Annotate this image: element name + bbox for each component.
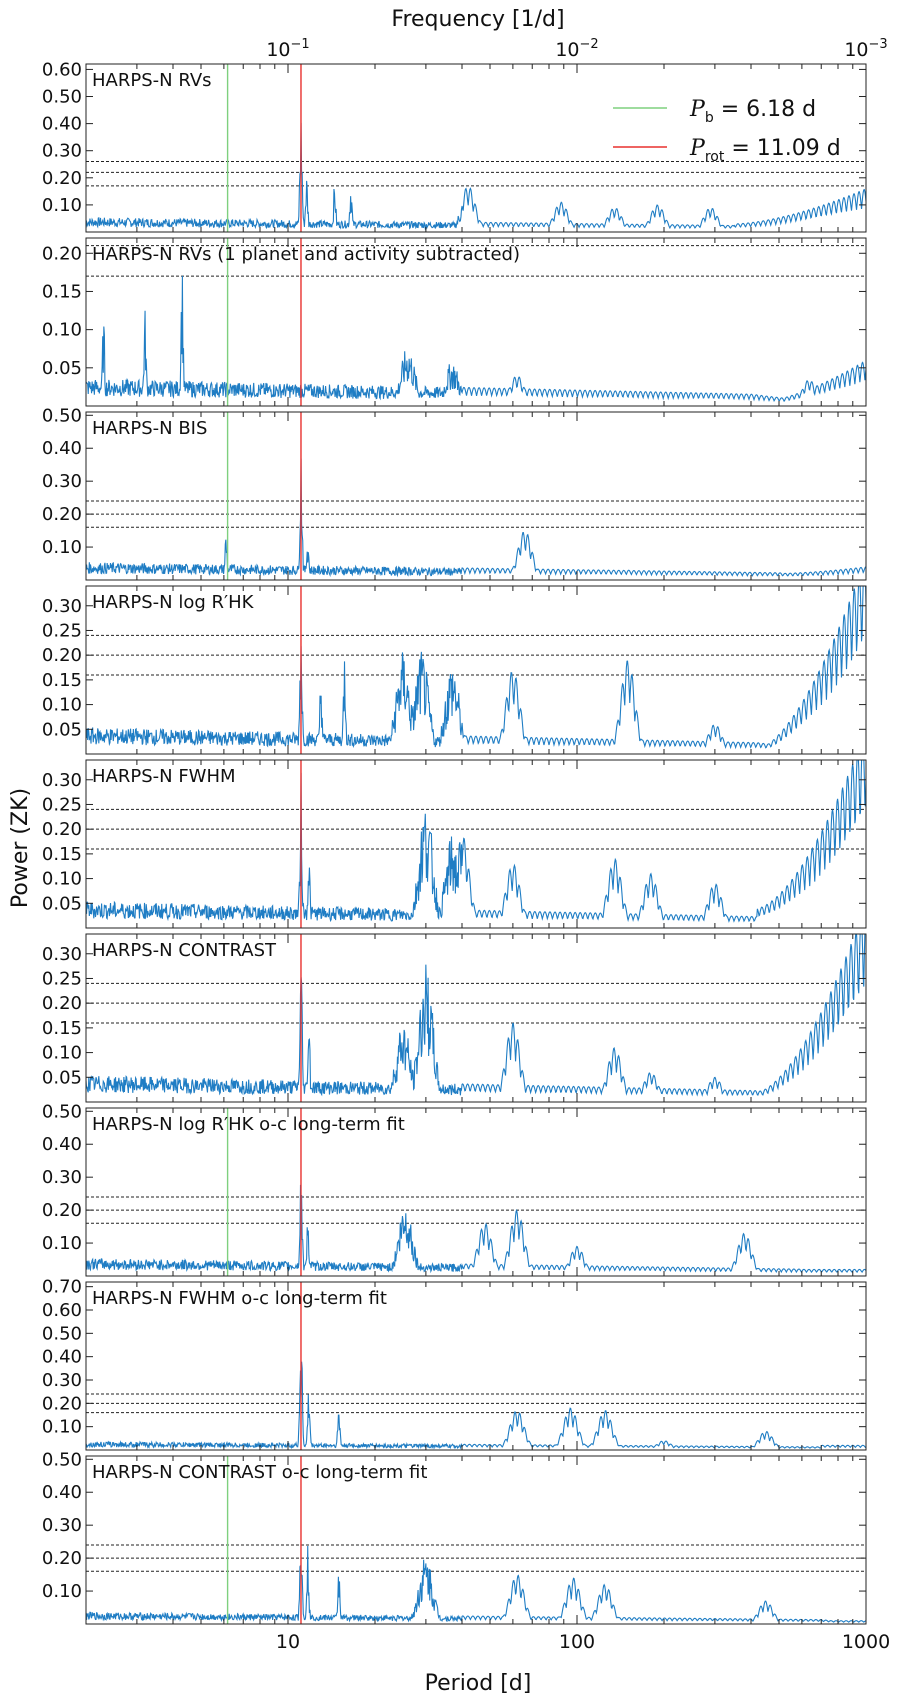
y-tick-label: 0.10 — [42, 1581, 82, 1602]
y-tick-label: 0.40 — [42, 1482, 82, 1503]
panel-frame — [85, 1455, 867, 1625]
panel-frame — [85, 585, 867, 755]
y-tick-label: 0.10 — [42, 1043, 82, 1064]
y-tick-label: 0.10 — [42, 1417, 82, 1438]
y-tick-label: 0.15 — [42, 1018, 82, 1039]
panel-6: 0.05 0.10 0.15 0.20 0.25 0.30 HARPS-N CONTRAST — [42, 933, 867, 1103]
y-tick-label: 0.30 — [42, 1515, 82, 1536]
y-tick-label: 0.30 — [42, 1370, 82, 1391]
y-tick-label: 0.50 — [42, 1101, 82, 1122]
panel-title: HARPS-N RVs — [92, 70, 212, 91]
y-tick-label: 0.05 — [42, 358, 82, 379]
panel-title: HARPS-N log R′HK — [92, 592, 255, 613]
y-tick-label: 0.40 — [42, 114, 82, 135]
y-tick-label: 0.05 — [42, 719, 82, 740]
periodogram-line — [86, 760, 866, 923]
periodogram-line — [86, 275, 866, 403]
periodogram-line — [86, 1184, 866, 1274]
y-tick-label: 0.50 — [42, 1323, 82, 1344]
y-tick-label: 0.40 — [42, 1347, 82, 1368]
bottom-tick-label: 10 — [276, 1631, 300, 1653]
y-tick-label: 0.20 — [42, 645, 82, 666]
y-tick-label: 0.50 — [42, 87, 82, 108]
panel-frame — [85, 63, 867, 233]
y-tick-label: 0.10 — [42, 695, 82, 716]
top-axis-title: Frequency [1/d] — [391, 7, 564, 32]
y-tick-label: 0.20 — [42, 504, 82, 525]
top-tick-label: 10−1 — [266, 37, 309, 61]
panel-frame — [85, 1107, 867, 1277]
legend-label: Prot = 11.09 d — [689, 136, 841, 165]
y-tick-label: 0.10 — [42, 537, 82, 558]
panel-title: HARPS-N CONTRAST o-c long-term fit — [92, 1462, 427, 1483]
y-tick-label: 0.20 — [42, 1200, 82, 1221]
y-tick-label: 0.05 — [42, 1067, 82, 1088]
panel-5: 0.05 0.10 0.15 0.20 0.25 0.30 HARPS-N FWHM — [42, 759, 867, 929]
y-tick-label: 0.15 — [42, 670, 82, 691]
y-tick-label: 0.10 — [42, 869, 82, 890]
panel-title: HARPS-N FWHM o-c long-term fit — [92, 1288, 387, 1309]
panel-7: 0.10 0.20 0.30 0.40 0.50 HARPS-N log R′HK o-c… — [42, 1101, 867, 1277]
top-tick-label: 10−2 — [555, 37, 598, 61]
y-tick-label: 0.25 — [42, 620, 82, 641]
y-tick-label: 0.20 — [42, 993, 82, 1014]
y-tick-label: 0.20 — [42, 168, 82, 189]
y-tick-label: 0.10 — [42, 195, 82, 216]
y-tick-label: 0.30 — [42, 944, 82, 965]
panel-title: HARPS-N BIS — [92, 418, 207, 439]
periodogram-line — [86, 934, 866, 1097]
y-tick-label: 0.05 — [42, 893, 82, 914]
y-tick-label: 0.70 — [42, 1277, 82, 1298]
bottom-tick-label: 1000 — [842, 1631, 890, 1653]
y-tick-label: 0.60 — [42, 1300, 82, 1321]
periodogram-line — [86, 1361, 866, 1450]
panel-title: HARPS-N RVs (1 planet and activity subtr… — [92, 244, 520, 265]
y-tick-label: 0.30 — [42, 596, 82, 617]
panel-8: 0.10 0.200.300.40 0.500.600.70 HARPS-N FWHM… — [42, 1277, 867, 1451]
panel-1: 0.10 0.20 0.30 0.40 0.50 0.60 HARPS-N RVs — [42, 59, 867, 233]
y-tick-label: 0.20 — [42, 243, 82, 264]
panel-3: 0.10 0.20 0.30 0.40 0.50 HARPS-N BIS — [42, 405, 867, 581]
y-tick-label: 0.50 — [42, 405, 82, 426]
y-tick-label: 0.30 — [42, 770, 82, 791]
bottom-axis-title: Period [d] — [425, 1671, 532, 1696]
y-tick-label: 0.40 — [42, 438, 82, 459]
panel-frame — [85, 411, 867, 581]
y-tick-label: 0.40 — [42, 1134, 82, 1155]
periodogram-line — [86, 586, 866, 750]
panel-2: 0.05 0.10 0.15 0.20 HARPS-N RVs (1 planet an… — [42, 237, 867, 407]
bottom-tick-label: 100 — [559, 1631, 595, 1653]
y-tick-label: 0.20 — [42, 1548, 82, 1569]
periodogram-line — [86, 122, 866, 231]
y-tick-label: 0.10 — [42, 320, 82, 341]
panel-9: 0.10 0.20 0.30 0.40 0.50 HARPS-N CONTRAST o-c… — [42, 1449, 867, 1625]
panel-frame — [85, 1281, 867, 1451]
y-tick-label: 0.20 — [42, 819, 82, 840]
panel-frame — [85, 759, 867, 929]
y-tick-label: 0.30 — [42, 141, 82, 162]
y-tick-label: 0.30 — [42, 471, 82, 492]
y-tick-label: 0.60 — [42, 59, 82, 80]
y-tick-label: 0.50 — [42, 1449, 82, 1470]
periodogram-line — [86, 1546, 866, 1623]
y-tick-label: 0.20 — [42, 1393, 82, 1414]
panel-frame — [85, 933, 867, 1103]
top-tick-label: 10−3 — [844, 37, 887, 61]
y-tick-label: 0.15 — [42, 844, 82, 865]
y-tick-label: 0.25 — [42, 794, 82, 815]
panel-frame — [85, 237, 867, 407]
panel-title: HARPS-N FWHM — [92, 766, 236, 787]
legend-label: Pb = 6.18 d — [689, 97, 816, 126]
y-axis-title: Power (ZK) — [8, 788, 33, 908]
panel-title: HARPS-N log R′HK o-c long-term fit — [92, 1114, 405, 1135]
panel-title: HARPS-N CONTRAST — [92, 940, 277, 961]
y-tick-label: 0.15 — [42, 281, 82, 302]
y-tick-label: 0.25 — [42, 968, 82, 989]
periodogram-line — [86, 458, 866, 578]
y-tick-label: 0.10 — [42, 1233, 82, 1254]
y-tick-label: 0.30 — [42, 1167, 82, 1188]
panel-4: 0.05 0.10 0.15 0.20 0.25 0.30 HARPS-N log R′HK — [42, 585, 867, 755]
